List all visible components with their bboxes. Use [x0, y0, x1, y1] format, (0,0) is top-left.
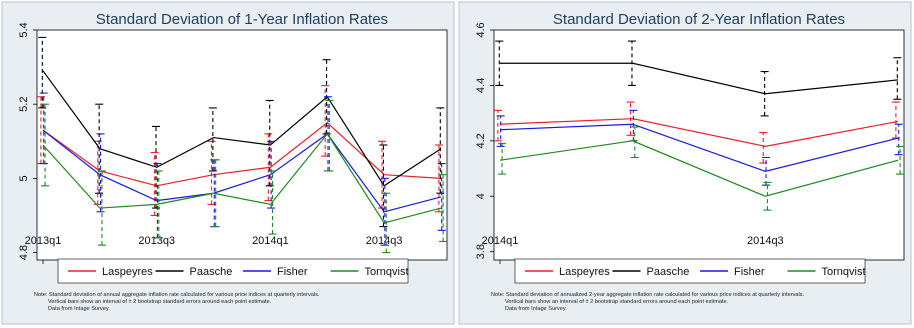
chart-panel-1yr: Standard Deviation of 1-Year Inflation R… — [1, 1, 455, 325]
legend-label: Tornqvist — [365, 266, 409, 278]
note-line: Note: Standard deviation of annual aggre… — [34, 292, 320, 298]
chart-title: Standard Deviation of 2-Year Inflation R… — [553, 11, 845, 28]
plot-area — [493, 29, 905, 261]
y-tick-label: 4.6 — [475, 22, 487, 37]
series-tornqvist — [498, 126, 905, 211]
y-tick-label: 4.2 — [475, 133, 487, 148]
note-line: Note: Standard deviation of annualized 2… — [491, 292, 805, 298]
y-tick-label: 5 — [18, 175, 30, 181]
x-tick-label: 2013q1 — [25, 235, 62, 247]
plot-area — [36, 29, 448, 261]
legend-box — [57, 258, 409, 284]
note-line: Vertical bars show an interval of ± 2 bo… — [48, 299, 272, 305]
note-line: Data from Intage Survey. — [48, 306, 110, 312]
series-line — [499, 123, 899, 172]
series-line — [42, 121, 442, 187]
legend-label: Fisher — [277, 266, 308, 278]
series-line — [42, 132, 442, 224]
y-tick-label: 4 — [475, 193, 487, 199]
note-line: Data from Intage Survey. — [505, 306, 567, 312]
series-line — [42, 70, 442, 187]
legend: Laspeyres Paasche Fisher Tornqvist — [514, 258, 866, 284]
legend-label: Tornqvist — [822, 266, 866, 278]
legend-label: Paasche — [647, 266, 690, 278]
chart-title: Standard Deviation of 1-Year Inflation R… — [96, 11, 388, 28]
x-tick-label: 2014q1 — [482, 235, 519, 247]
series-paasche — [495, 40, 902, 117]
series-line — [499, 118, 899, 147]
legend: Laspeyres Paasche Fisher Tornqvist — [57, 258, 409, 284]
series-line — [42, 129, 442, 213]
y-tick-label: 5.4 — [18, 22, 30, 37]
y-tick-label: 4.8 — [18, 245, 30, 260]
note-line: Vertical bars show an interval of ± 2 bo… — [505, 299, 729, 305]
series-fisher — [496, 109, 903, 186]
chart-1yr-svg: Standard Deviation of 1-Year Inflation R… — [1, 1, 455, 325]
legend-label: Fisher — [734, 266, 765, 278]
x-tick-label: 2014q3 — [747, 235, 784, 247]
chart-panel-2yr: Standard Deviation of 2-Year Inflation R… — [457, 0, 914, 328]
chart-2yr-svg: Standard Deviation of 2-Year Inflation R… — [458, 1, 912, 325]
legend-label: Laspeyres — [102, 266, 153, 278]
series-paasche — [38, 36, 445, 228]
x-tick-label: 2014q3 — [366, 235, 403, 247]
legend-label: Laspeyres — [559, 266, 610, 278]
y-tick-label: 4.4 — [475, 78, 487, 93]
series-laspeyres — [493, 101, 900, 164]
x-tick-label: 2014q1 — [252, 235, 289, 247]
series-line — [499, 140, 899, 197]
y-tick-label: 5.2 — [18, 97, 30, 112]
x-tick-label: 2013q3 — [138, 235, 175, 247]
series-tornqvist — [41, 99, 448, 254]
y-tick-label: 3.8 — [475, 244, 487, 259]
series-line — [500, 62, 899, 95]
legend-label: Paasche — [190, 266, 233, 278]
